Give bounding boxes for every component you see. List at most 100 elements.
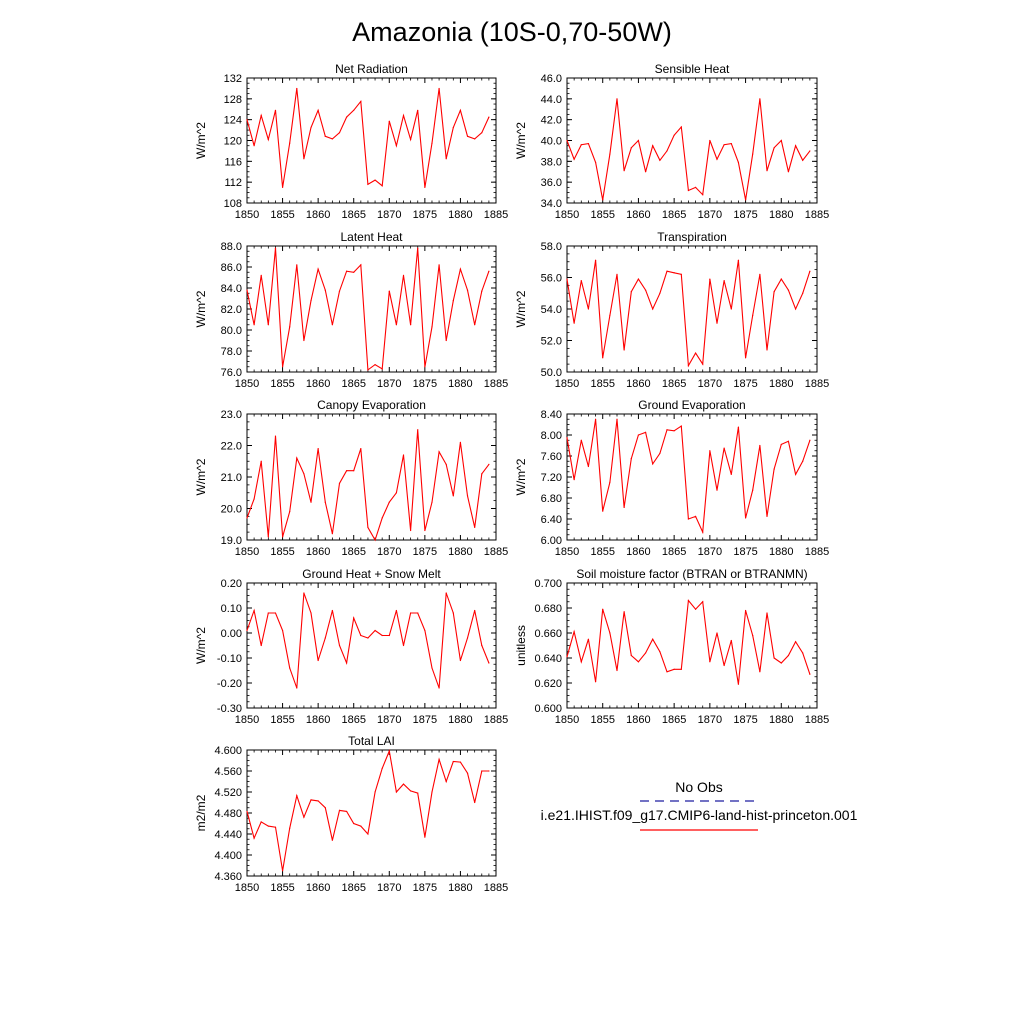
x-tick-label: 1860 [626,209,650,221]
x-tick-label: 1885 [805,378,829,390]
data-point [360,634,362,637]
data-point [253,324,255,326]
x-tick-label: 1865 [662,546,686,558]
data-point [687,518,690,520]
y-axis-label: m2/m2 [194,794,208,831]
data-point [594,259,597,261]
data-point [794,641,797,643]
data-point [623,506,625,509]
panel-title: Ground Evaporation [638,398,745,412]
data-point [388,120,390,122]
data-point [809,150,811,152]
y-tick-label: 124 [224,115,242,127]
data-point [381,634,383,637]
x-tick-label: 1860 [306,546,330,558]
panel-title: Soil moisture factor (BTRAN or BTRANMN) [576,567,807,581]
data-point [644,289,647,291]
data-point [787,289,790,291]
x-tick-label: 1875 [413,546,437,558]
data-point [637,278,640,280]
data-point [652,463,654,465]
panel-title: Transpiration [657,230,727,244]
data-point [737,426,740,428]
data-point [602,510,604,512]
data-point [274,109,277,111]
y-tick-label: -0.10 [217,653,242,665]
data-point [787,654,790,657]
data-point [773,657,775,659]
x-tick-label: 1855 [270,714,294,726]
data-point [246,289,248,291]
data-point [267,324,269,326]
x-tick-label: 1855 [590,546,614,558]
data-point [481,644,483,647]
data-point [253,145,255,147]
data-point [267,536,269,538]
data-point [723,447,725,449]
data-point [281,629,284,632]
y-tick-label: 7.60 [541,451,562,463]
data-point [802,159,804,161]
y-tick-label: 56.0 [541,273,562,285]
data-point [331,609,333,612]
y-tick-label: 0.600 [534,703,562,715]
x-tick-label: 1865 [662,378,686,390]
y-tick-label: 58.0 [541,241,562,253]
data-point [459,761,462,763]
data-point [459,109,462,111]
y-axis-label: W/m^2 [514,458,528,495]
data-point [281,366,284,368]
data-point [424,529,426,532]
data-point [388,290,390,292]
plot-frame [246,413,497,541]
data-point [630,654,632,657]
x-tick-label: 1860 [306,378,330,390]
y-tick-label: 4.440 [214,829,242,841]
x-tick-label: 1880 [769,714,793,726]
data-point [716,322,718,324]
chart-panel: Net Radiation W/m^2 1850 1855 1860 1865 1870 18… [194,62,508,221]
data-point [331,138,333,140]
data-point [388,634,390,637]
data-point [431,326,433,328]
data-point [367,833,369,835]
y-tick-label: -0.20 [217,678,242,690]
data-point [431,501,433,503]
data-point [594,681,597,683]
data-point [346,116,348,118]
x-tick-label: 1885 [484,209,508,221]
data-point [310,612,312,614]
data-point [702,363,704,365]
x-tick-label: 1860 [626,546,650,558]
data-point [673,134,675,136]
y-tick-label: 0.680 [534,603,562,615]
y-axis-label: unitless [514,625,528,666]
data-point [417,109,419,111]
data-point [324,289,326,291]
data-point [417,429,419,431]
x-tick-label: 1870 [377,546,401,558]
y-tick-label: 132 [224,73,242,85]
y-tick-label: 0.700 [534,578,562,590]
data-point [431,142,433,144]
panel-title: Latent Heat [340,230,403,244]
data-point [609,481,611,483]
data-point [260,114,262,117]
data-point [424,186,426,188]
data-point [694,608,697,610]
data-point [303,592,305,594]
x-tick-label: 1880 [448,882,472,894]
x-tick-label: 1855 [270,378,294,390]
data-point [644,652,647,654]
data-point [666,270,668,272]
y-tick-label: 0.620 [534,678,562,690]
data-point [616,98,618,100]
data-point [374,629,376,632]
y-tick-label: 4.480 [214,808,242,820]
data-point [402,783,405,785]
legend-label-no-obs: No Obs [675,779,722,795]
data-point [680,425,682,427]
data-point [488,662,490,664]
data-point [317,659,319,662]
